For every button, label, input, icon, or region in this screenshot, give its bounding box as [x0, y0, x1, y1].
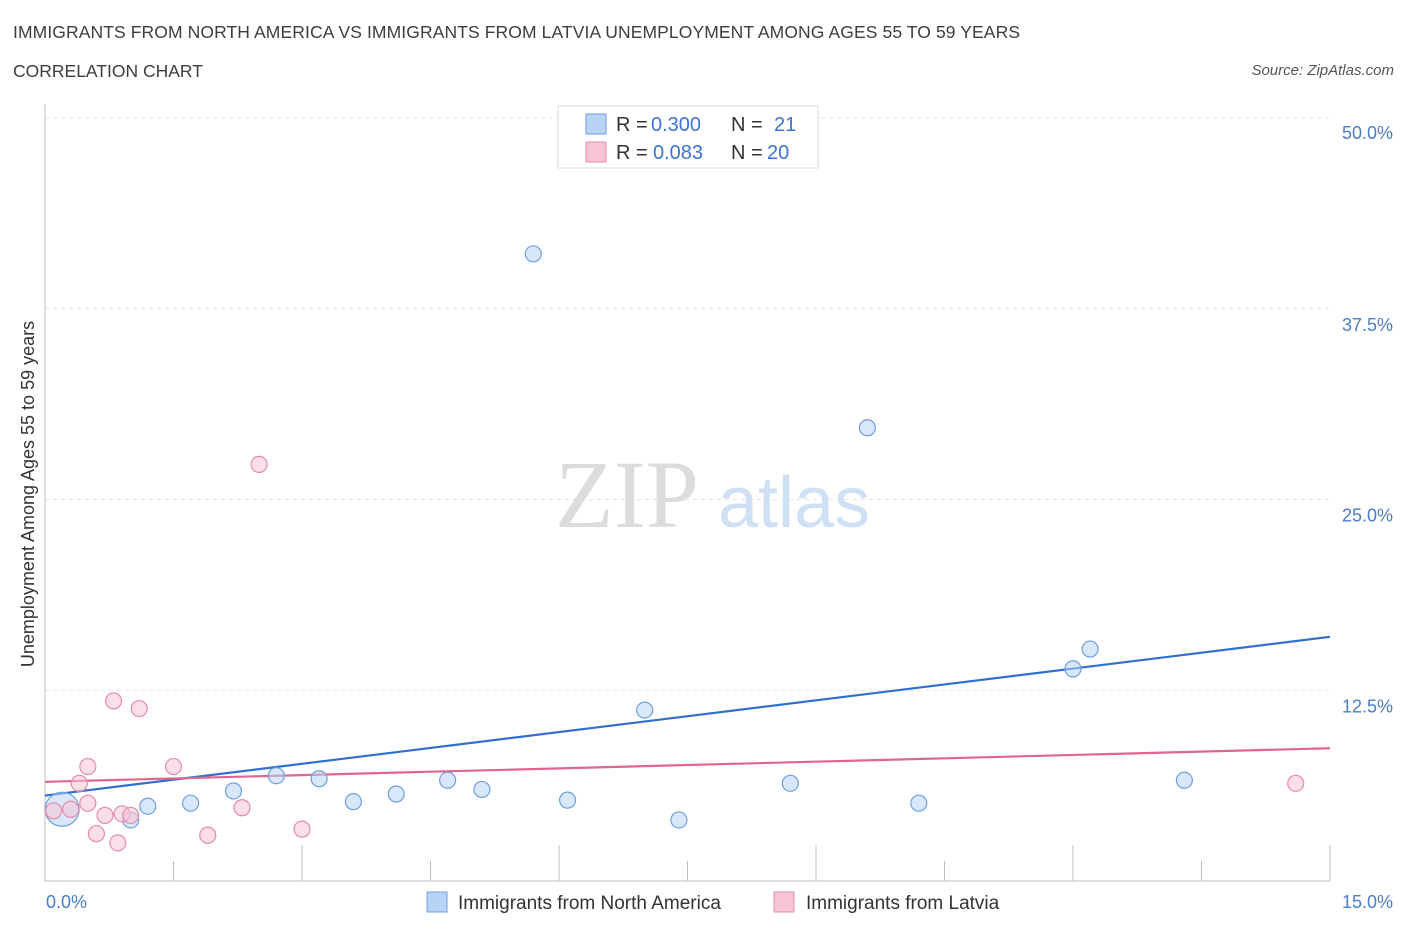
data-point-0-6	[310, 770, 328, 788]
data-point-1-2	[79, 794, 97, 812]
legend-r-label-1: R =	[616, 114, 653, 136]
legend-n-value-2: 20	[767, 142, 789, 164]
y-tick-label-0: 12.5%	[1342, 696, 1393, 716]
data-point-0-20	[1175, 771, 1193, 789]
bottom-legend-swatch-blue	[426, 891, 448, 913]
data-point-1-6	[96, 806, 114, 824]
bottom-legend-swatch-pink	[773, 891, 795, 913]
legend-r-value-2: 0.083	[653, 142, 703, 164]
legend-swatch-pink	[585, 141, 607, 163]
data-point-1-3	[70, 774, 88, 792]
y-tick-label-1: 25.0%	[1342, 506, 1393, 526]
data-point-0-17	[910, 794, 928, 812]
data-point-0-14	[670, 811, 688, 829]
data-point-1-7	[104, 692, 123, 710]
legend-r-value-1: 0.300	[651, 114, 701, 136]
data-point-1-13	[199, 826, 217, 844]
tick-labels: 12.5% 25.0% 37.5% 50.0% 0.0% 15.0%	[46, 123, 1393, 912]
data-point-1-1	[62, 800, 80, 818]
data-point-1-0	[44, 802, 63, 820]
data-point-0-10	[473, 780, 491, 799]
grid-lines	[45, 117, 1330, 691]
legend-swatch-blue	[585, 113, 607, 135]
data-point-0-16	[858, 419, 877, 437]
bottom-legend: Immigrants from North America Immigrants…	[426, 891, 1000, 914]
data-point-0-11	[524, 245, 542, 263]
data-point-0-12	[558, 791, 577, 809]
legend-n-label-1: N =	[731, 114, 768, 136]
data-point-1-10	[122, 806, 140, 824]
bottom-legend-label-blue: Immigrants from North America	[458, 893, 721, 914]
watermark-atlas: atlas	[718, 463, 870, 543]
source-note: Source: ZipAtlas.com	[1251, 62, 1394, 79]
data-point-1-5	[87, 825, 106, 843]
data-points	[44, 245, 1305, 852]
data-point-1-17	[1287, 774, 1305, 792]
data-point-0-2	[139, 797, 157, 815]
chart-title: IMMIGRANTS FROM NORTH AMERICA VS IMMIGRA…	[13, 22, 1021, 42]
data-point-0-8	[387, 785, 405, 803]
chart-subtitle: CORRELATION CHART	[13, 61, 203, 81]
data-point-0-18	[1064, 660, 1082, 678]
data-point-1-12	[164, 757, 183, 776]
x-tick-label-1: 15.0%	[1342, 892, 1393, 912]
y-tick-label-3: 50.0%	[1342, 123, 1393, 143]
data-point-1-15	[250, 455, 268, 474]
watermark-zip: ZIP	[555, 441, 699, 548]
axes	[44, 104, 1331, 882]
data-point-0-19	[1081, 640, 1099, 658]
data-point-1-4	[79, 757, 97, 776]
data-point-1-8	[109, 834, 127, 852]
data-point-0-4	[224, 782, 243, 800]
y-tick-label-2: 37.5%	[1342, 315, 1393, 335]
data-point-0-13	[636, 701, 654, 719]
trend-lines	[44, 635, 1331, 797]
legend-n-value-1: 21	[774, 114, 796, 136]
x-tick-label-0: 0.0%	[46, 892, 87, 912]
data-point-0-15	[781, 774, 799, 792]
data-point-0-3	[182, 794, 200, 812]
bottom-legend-label-pink: Immigrants from Latvia	[806, 893, 1000, 914]
legend-r-label-2: R =	[616, 142, 653, 164]
trend-line-1	[44, 747, 1331, 783]
legend-n-label-2: N =	[731, 142, 768, 164]
y-axis-label: Unemployment Among Ages 55 to 59 years	[18, 321, 38, 667]
data-point-0-9	[439, 771, 457, 789]
data-point-0-5	[267, 767, 285, 785]
data-point-0-7	[344, 793, 362, 811]
top-legend: R = 0.300 N = 21 R = 0.083 N = 20	[557, 105, 819, 169]
trend-line-0	[44, 635, 1331, 797]
data-point-1-16	[293, 820, 311, 838]
data-point-1-11	[130, 699, 148, 718]
data-point-1-14	[233, 799, 251, 817]
